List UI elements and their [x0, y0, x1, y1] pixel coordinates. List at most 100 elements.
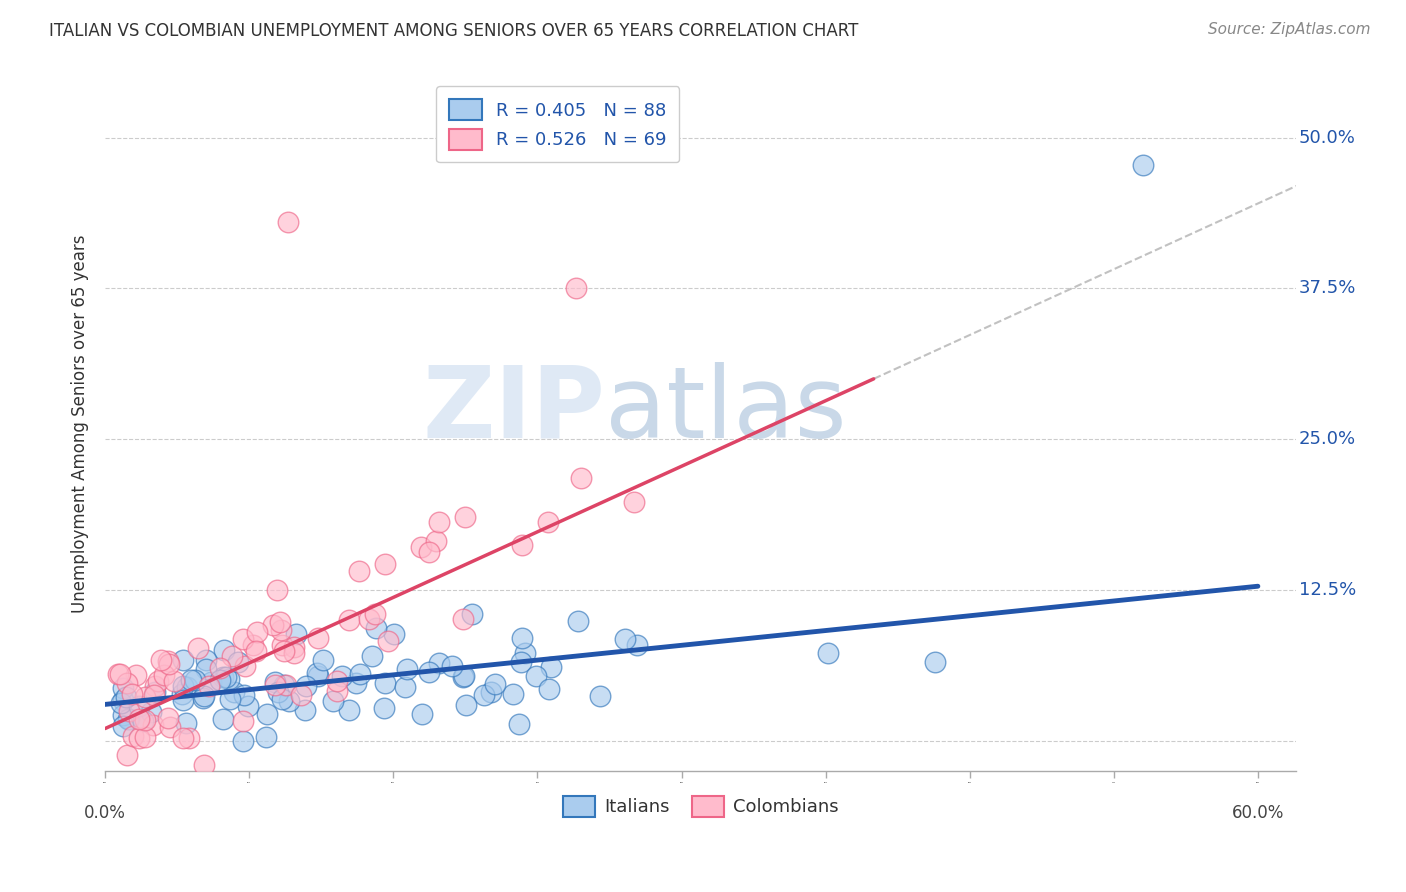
Point: [111, 681, 134, 695]
Point: [117, 712, 139, 726]
Point: [143, 679, 166, 693]
Point: [283, 646, 305, 660]
Point: [218, 691, 240, 706]
Point: [134, 731, 156, 745]
Text: Source: ZipAtlas.com: Source: ZipAtlas.com: [1208, 22, 1371, 37]
Point: [221, 648, 243, 663]
Legend: Italians, Colombians: Italians, Colombians: [555, 789, 846, 824]
Point: [215, 670, 238, 684]
Point: [453, 670, 475, 684]
Point: [264, 677, 287, 691]
Point: [569, 471, 592, 485]
Point: [623, 494, 645, 508]
Point: [512, 632, 534, 646]
Point: [198, 679, 221, 693]
Point: [218, 673, 240, 687]
Point: [427, 656, 450, 670]
Point: [325, 683, 347, 698]
Point: [332, 669, 354, 683]
Point: [179, 731, 201, 745]
Point: [111, 708, 134, 723]
Point: [172, 731, 194, 745]
Point: [269, 615, 291, 629]
Point: [411, 541, 433, 555]
Point: [131, 714, 153, 729]
Point: [567, 614, 589, 628]
Point: [128, 712, 150, 726]
Point: [193, 689, 215, 703]
Point: [425, 534, 447, 549]
Point: [254, 730, 277, 744]
Point: [191, 690, 214, 705]
Point: [337, 703, 360, 717]
Point: [537, 516, 560, 530]
Point: [294, 703, 316, 717]
Point: [513, 646, 536, 660]
Point: [246, 624, 269, 639]
Point: [128, 731, 150, 745]
Point: [111, 693, 134, 707]
Point: [236, 699, 259, 714]
Point: [364, 607, 387, 622]
Point: [270, 638, 292, 652]
Point: [150, 653, 173, 667]
Point: [194, 662, 217, 676]
Point: [374, 676, 396, 690]
Point: [357, 612, 380, 626]
Point: [344, 676, 367, 690]
Point: [107, 667, 129, 681]
Point: [232, 632, 254, 646]
Point: [209, 673, 232, 687]
Text: 0.0%: 0.0%: [84, 805, 127, 822]
Point: [117, 675, 139, 690]
Point: [256, 706, 278, 721]
Point: [211, 670, 233, 684]
Point: [441, 659, 464, 673]
Point: [366, 621, 388, 635]
Text: 50.0%: 50.0%: [1299, 128, 1355, 146]
Point: [212, 712, 235, 726]
Point: [170, 687, 193, 701]
Point: [232, 733, 254, 747]
Point: [153, 668, 176, 682]
Point: [377, 634, 399, 648]
Point: [271, 691, 294, 706]
Point: [451, 611, 474, 625]
Point: [176, 681, 198, 695]
Point: [180, 673, 202, 688]
Point: [290, 688, 312, 702]
Point: [141, 705, 163, 719]
Point: [157, 657, 180, 672]
Point: [589, 689, 612, 703]
Point: [157, 654, 180, 668]
Point: [411, 707, 433, 722]
Point: [361, 648, 384, 663]
Point: [472, 688, 495, 702]
Point: [125, 668, 148, 682]
Point: [283, 640, 305, 654]
Point: [264, 674, 287, 689]
Point: [200, 675, 222, 690]
Point: [295, 679, 318, 693]
Point: [374, 557, 396, 571]
Point: [233, 659, 256, 673]
Point: [484, 677, 506, 691]
Point: [245, 643, 267, 657]
Point: [143, 685, 166, 699]
Point: [349, 666, 371, 681]
Point: [524, 669, 547, 683]
Point: [508, 716, 530, 731]
Point: [121, 687, 143, 701]
Point: [115, 690, 138, 704]
Point: [208, 661, 231, 675]
Text: atlas: atlas: [606, 361, 846, 458]
Point: [510, 538, 533, 552]
Point: [613, 632, 636, 647]
Point: [384, 626, 406, 640]
Point: [453, 669, 475, 683]
Point: [394, 681, 416, 695]
Point: [110, 696, 132, 710]
Point: [817, 647, 839, 661]
Point: [267, 684, 290, 698]
Point: [118, 712, 141, 726]
